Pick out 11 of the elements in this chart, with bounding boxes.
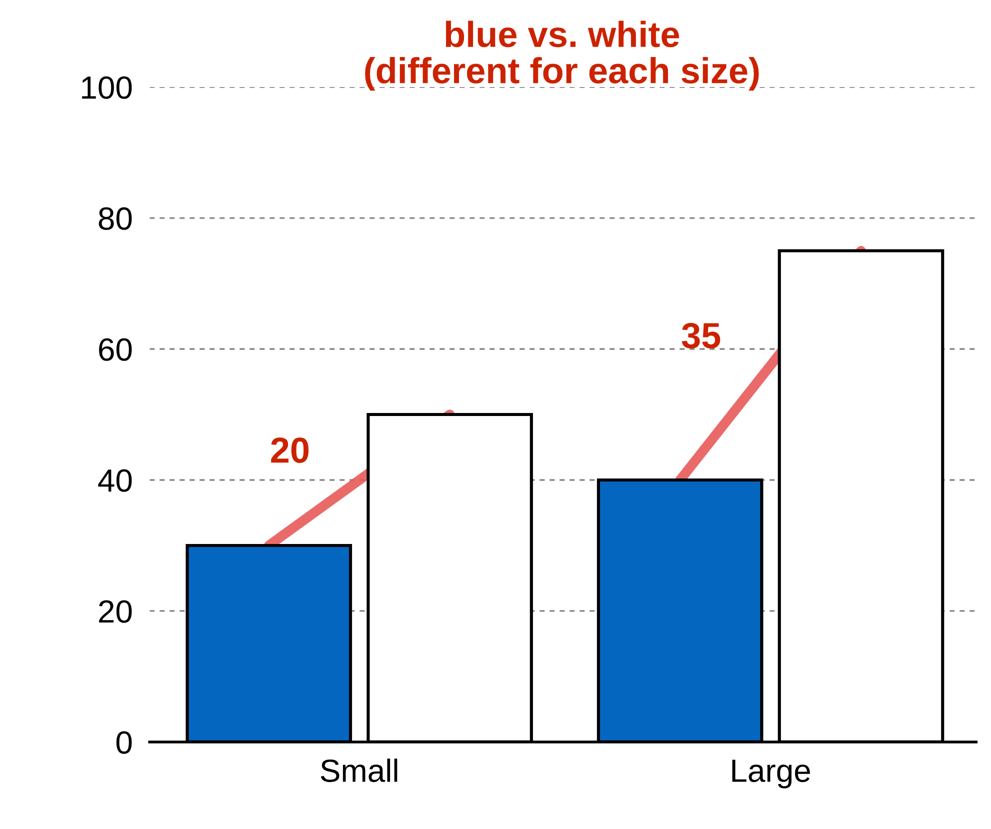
y-tick-label: 20 — [99, 600, 132, 623]
annotation: 20 — [271, 437, 309, 464]
y-tick-label: 40 — [98, 469, 132, 492]
y-tick-label: 100 — [82, 76, 132, 99]
x-tick-label: Small — [320, 758, 398, 782]
annotation: 35 — [682, 322, 720, 348]
y-tick-label: 0 — [116, 731, 132, 754]
y-tick-label: 80 — [98, 207, 132, 230]
y-tick-label: 60 — [99, 338, 132, 361]
x-tick-label: Large — [732, 760, 810, 788]
chart-title: blue vs. white (different for each size) — [365, 20, 759, 91]
